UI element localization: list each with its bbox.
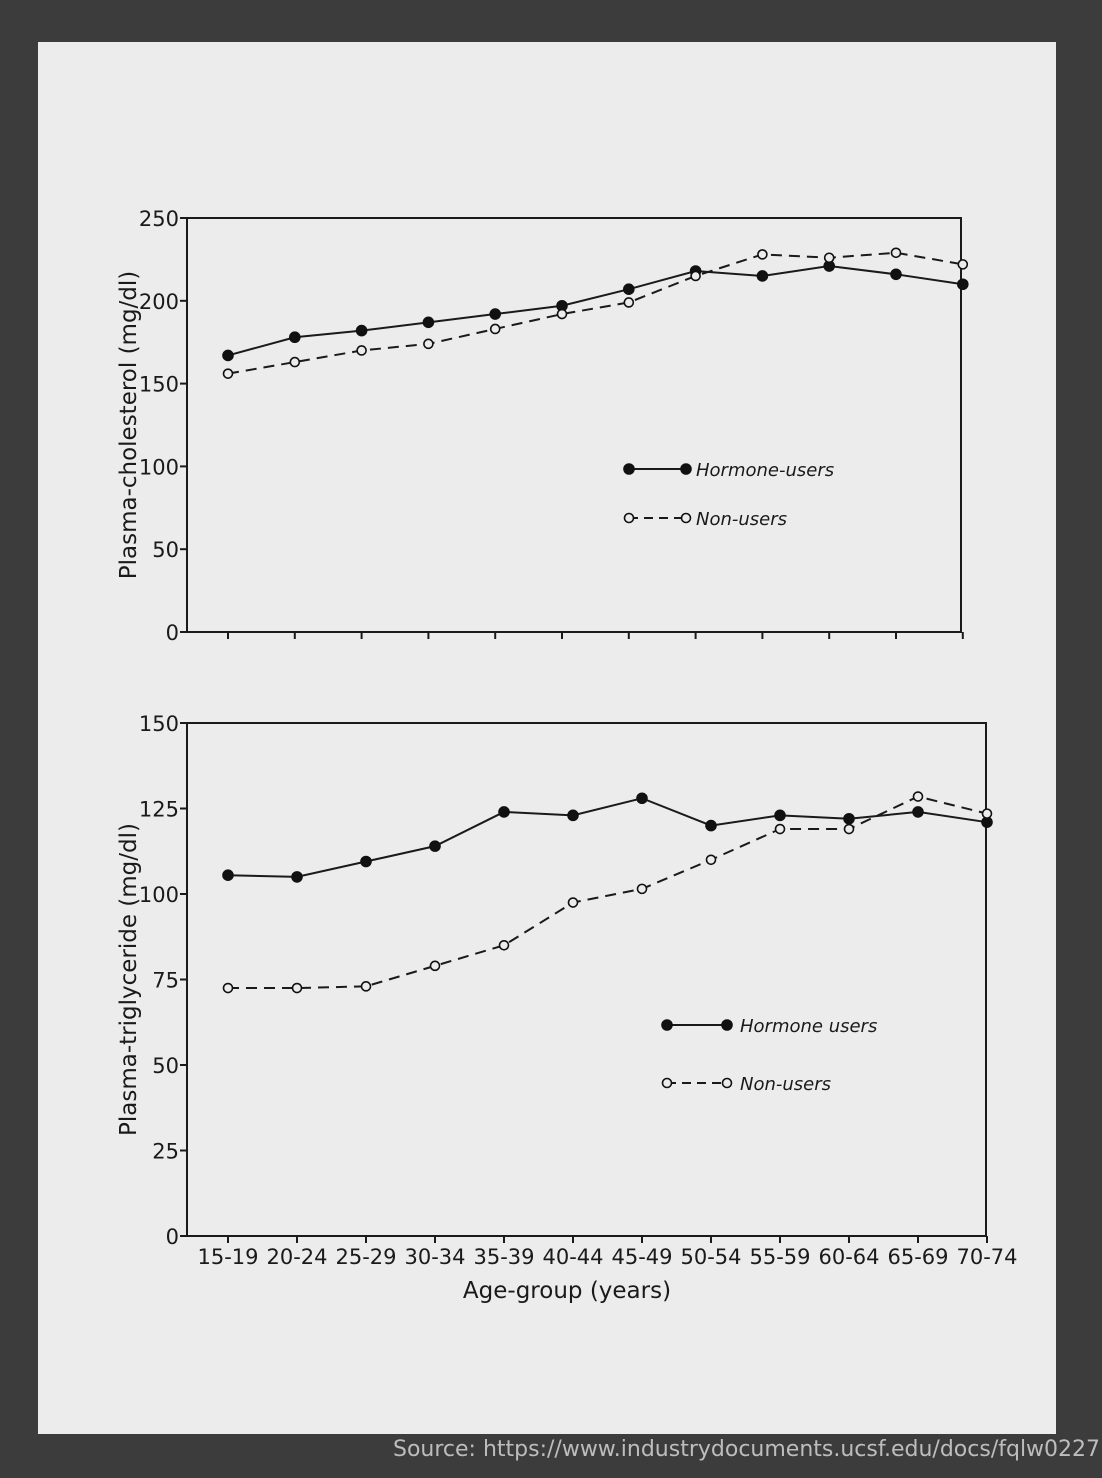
non-users-point xyxy=(291,982,303,994)
legend-marker xyxy=(623,463,635,475)
hormone-users-point xyxy=(567,809,579,822)
hormone-users-point xyxy=(291,871,303,883)
legend-label: Hormone users xyxy=(740,1016,877,1037)
y-tick-label: 50 xyxy=(152,538,179,562)
x-axis-title: Age-group (years) xyxy=(463,1278,671,1304)
hormone-users-point xyxy=(489,308,502,320)
x-tick-label: 25-29 xyxy=(335,1245,396,1269)
y-tick-label: 100 xyxy=(139,883,179,907)
y-tick-label: 0 xyxy=(166,1225,179,1249)
y-tick-label: 0 xyxy=(166,621,179,645)
non-users-point xyxy=(489,323,501,335)
y-tick-label: 200 xyxy=(139,290,179,314)
non-users-point xyxy=(429,960,441,972)
non-users-point xyxy=(823,252,835,264)
legend-label: Hormone-users xyxy=(696,460,834,481)
non-users-point xyxy=(356,345,367,356)
x-tick-label: 20-24 xyxy=(266,1245,327,1269)
y-tick-label: 25 xyxy=(152,1140,179,1164)
x-tick-label: 65-69 xyxy=(887,1245,948,1269)
hormone-users-line xyxy=(227,265,963,357)
plasma-triglyceride-chart: 0 25 50 75 100 125 150 15-19 20-24 25-29 30-34 35-3… xyxy=(116,712,1018,1304)
x-tick-label: 60-64 xyxy=(818,1245,879,1269)
non-users-line xyxy=(228,795,988,990)
non-users-point xyxy=(957,259,969,270)
non-users-point xyxy=(890,247,902,259)
legend-marker xyxy=(721,1019,733,1031)
legend-marker xyxy=(623,512,635,524)
plot-frame xyxy=(186,722,987,1237)
non-users-point xyxy=(556,308,568,320)
hormone-users-point xyxy=(636,792,648,805)
y-axis-title: Plasma-cholesterol (mg/dl) xyxy=(116,271,142,580)
x-tick-label: 50-54 xyxy=(680,1245,741,1269)
non-users-point xyxy=(757,249,768,260)
non-users-point xyxy=(912,791,924,802)
y-tick-label: 50 xyxy=(152,1054,179,1078)
y-tick-label: 250 xyxy=(139,207,179,231)
non-users-point xyxy=(843,823,855,835)
non-users-point xyxy=(222,368,234,379)
x-tick-label: 70-74 xyxy=(956,1245,1017,1269)
non-users-point xyxy=(423,338,434,350)
non-users-point xyxy=(498,939,510,951)
hormone-users-line xyxy=(227,797,988,878)
x-tick-label: 35-39 xyxy=(473,1245,534,1269)
x-tick-label: 40-44 xyxy=(542,1245,603,1269)
non-users-line xyxy=(227,251,963,375)
hormone-users-point xyxy=(222,869,234,881)
hormone-users-point xyxy=(912,806,924,818)
hormone-users-point xyxy=(756,270,769,282)
non-users-point xyxy=(623,297,635,308)
non-users-point xyxy=(222,982,234,994)
hormone-users-point xyxy=(890,268,902,281)
non-users-point xyxy=(289,356,301,368)
non-users-point xyxy=(360,981,372,992)
non-users-point xyxy=(774,823,786,835)
y-tick-label: 75 xyxy=(152,969,179,993)
legend-marker xyxy=(661,1077,673,1089)
hormone-users-point xyxy=(622,283,635,296)
hormone-users-point xyxy=(429,840,441,852)
legend-label: Non-users xyxy=(740,1074,831,1095)
y-axis-title: Plasma-triglyceride (mg/dl) xyxy=(116,823,142,1136)
legend-marker xyxy=(661,1019,673,1031)
legend-marker xyxy=(680,463,692,475)
x-tick-label: 30-34 xyxy=(404,1245,465,1269)
hormone-users-point xyxy=(956,278,969,291)
hormone-users-point xyxy=(288,331,301,344)
hormone-users-point xyxy=(422,316,435,329)
y-tick-label: 150 xyxy=(139,373,179,397)
hormone-users-point xyxy=(360,855,372,868)
hormone-users-point xyxy=(222,349,234,362)
plot-frame xyxy=(186,217,962,633)
hormone-users-point xyxy=(705,819,717,832)
legend-marker xyxy=(680,512,692,524)
non-users-point xyxy=(567,897,579,908)
hormone-users-point xyxy=(498,806,510,818)
legend-label: Non-users xyxy=(696,509,787,530)
y-tick-label: 100 xyxy=(139,455,179,479)
legend-marker xyxy=(721,1077,733,1089)
x-tick-label: 45-49 xyxy=(611,1245,672,1269)
hormone-users-point xyxy=(774,809,786,822)
x-tick-label: 55-59 xyxy=(749,1245,810,1269)
plasma-cholesterol-chart: 0 50 100 150 200 250 Plasma-cholesterol (mg/dl… xyxy=(116,207,969,645)
non-users-point xyxy=(981,808,993,819)
y-tick-label: 150 xyxy=(139,712,179,736)
non-users-point xyxy=(690,270,701,282)
hormone-users-point xyxy=(843,812,855,825)
non-users-point xyxy=(636,883,648,895)
source-caption: Source: https://www.industrydocuments.uc… xyxy=(393,1437,1101,1462)
y-tick-label: 125 xyxy=(139,798,179,822)
x-tick-label: 15-19 xyxy=(197,1245,258,1269)
hormone-users-point xyxy=(355,324,368,337)
non-users-point xyxy=(705,854,717,866)
